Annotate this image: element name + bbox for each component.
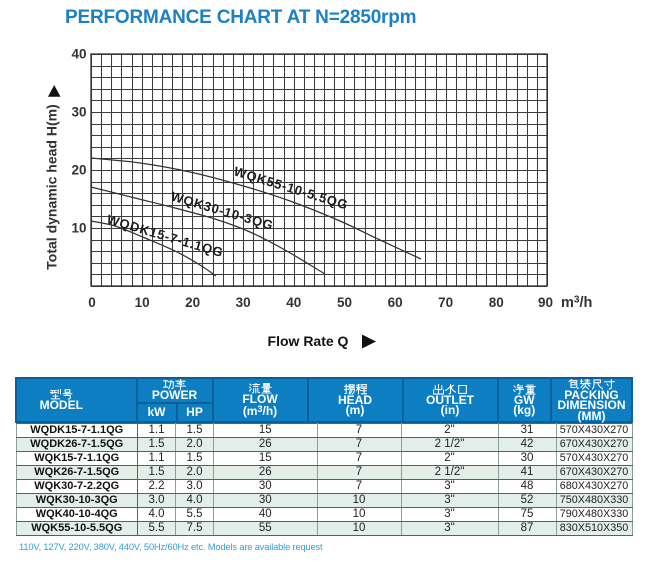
svg-text:50: 50: [337, 295, 352, 310]
svg-text:60: 60: [388, 295, 403, 310]
svg-text:40: 40: [71, 47, 86, 62]
svg-text:80: 80: [489, 295, 504, 310]
svg-text:40: 40: [286, 295, 301, 310]
svg-text:WQDK15-7-1.1QG: WQDK15-7-1.1QG: [105, 211, 225, 260]
svg-text:10: 10: [71, 221, 86, 236]
svg-text:m3/h: m3/h: [561, 295, 592, 312]
svg-text:30: 30: [71, 105, 86, 120]
svg-text:0: 0: [88, 295, 96, 310]
svg-text:30: 30: [236, 295, 251, 310]
svg-text:70: 70: [438, 295, 453, 310]
svg-text:10: 10: [135, 295, 150, 310]
svg-text:Flow Rate Q: Flow Rate Q: [268, 333, 349, 349]
svg-text:90: 90: [538, 295, 553, 310]
svg-text:20: 20: [185, 295, 200, 310]
svg-text:20: 20: [71, 163, 86, 178]
svg-text:Total dynamic head H(m): Total dynamic head H(m): [44, 104, 60, 269]
